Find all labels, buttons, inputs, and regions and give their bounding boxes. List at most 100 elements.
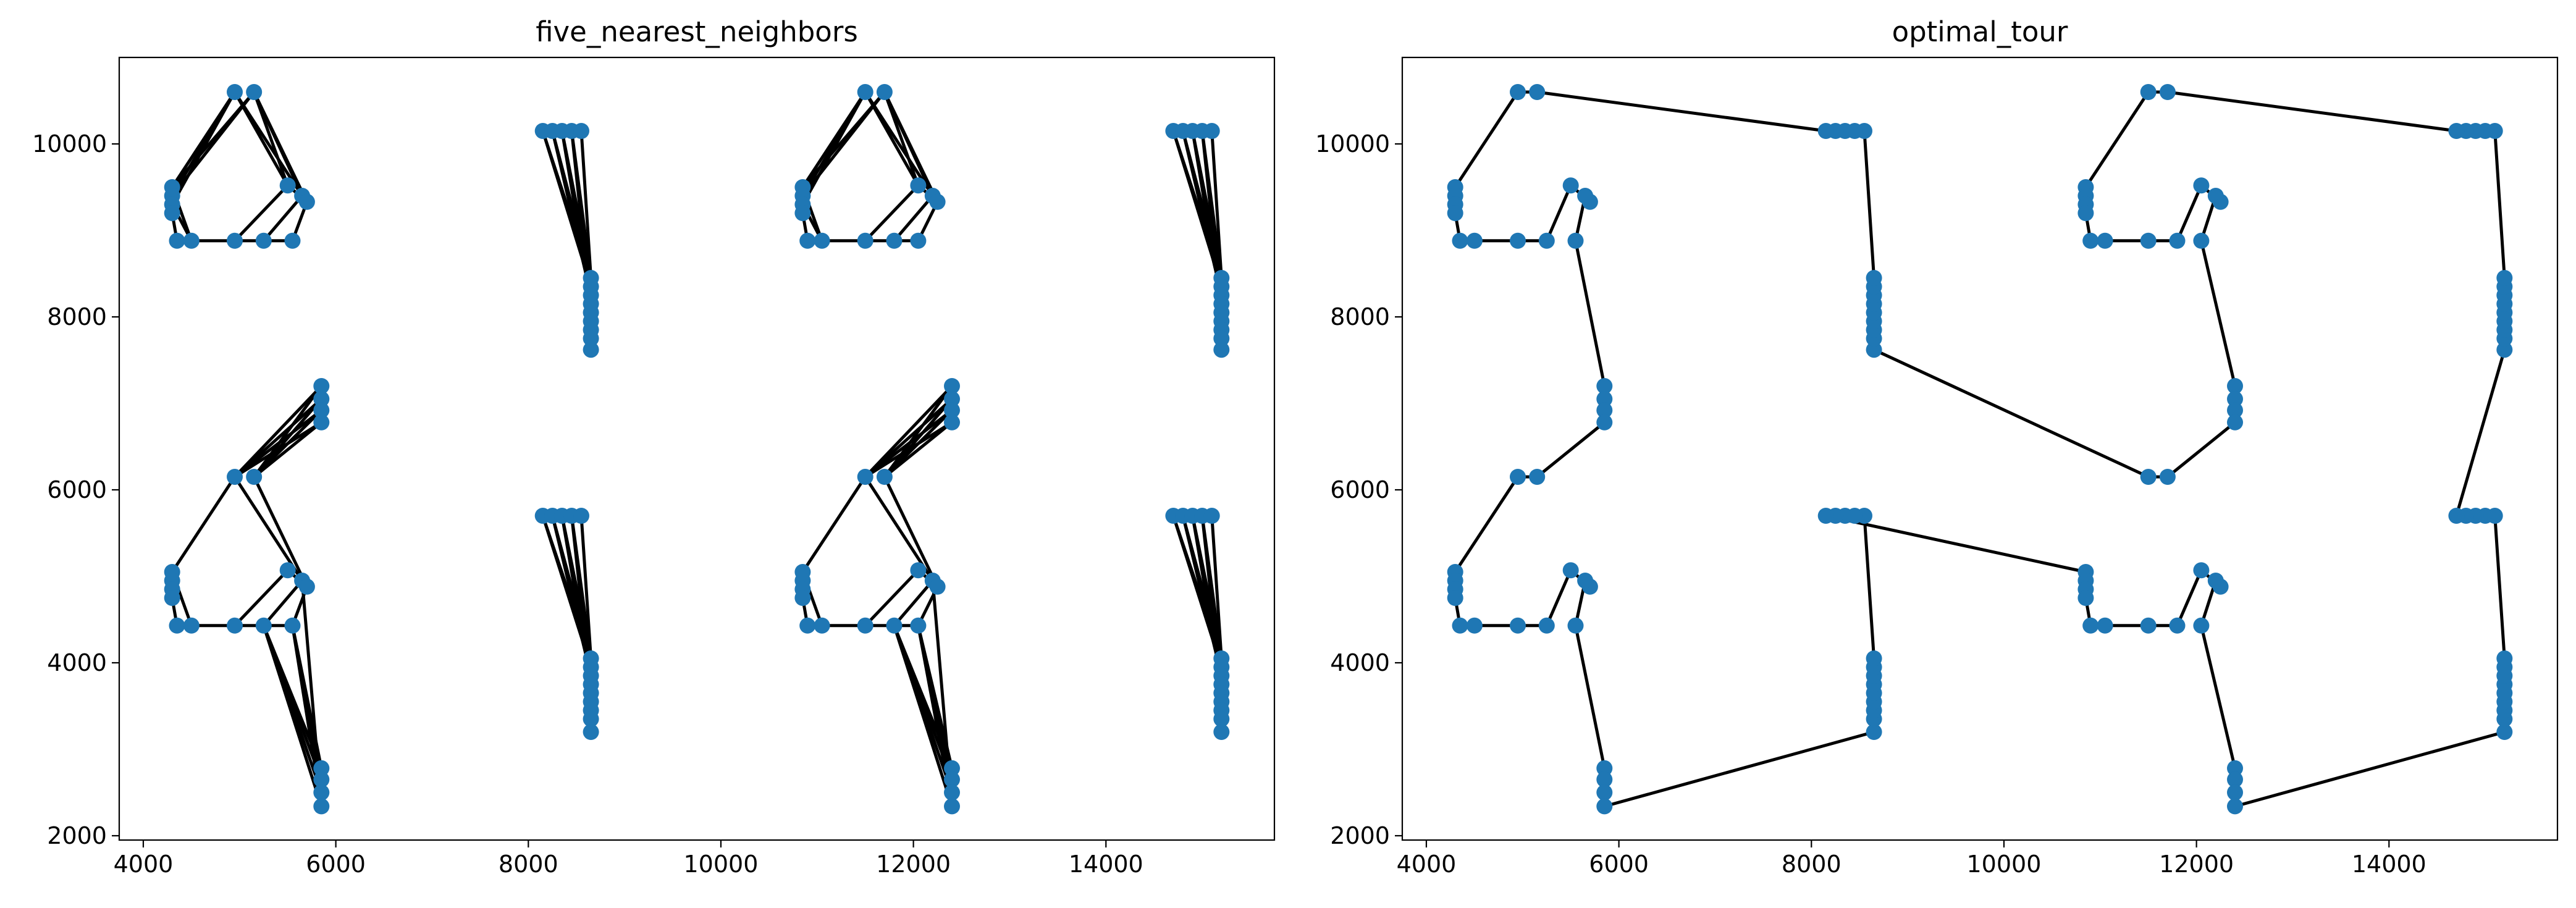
subplot-title: five_nearest_neighbors xyxy=(536,15,858,48)
city-point xyxy=(944,771,960,788)
neighbor-edge xyxy=(883,90,940,204)
neighbor-edge xyxy=(1210,129,1223,280)
city-point xyxy=(1596,378,1613,394)
city-point xyxy=(164,590,180,606)
city-point xyxy=(857,617,873,634)
city-point xyxy=(910,177,927,194)
city-point xyxy=(183,232,200,249)
city-point xyxy=(1817,508,1834,524)
neighbor-edge xyxy=(893,579,935,628)
city-point xyxy=(1567,232,1584,249)
city-point xyxy=(799,617,816,634)
city-point xyxy=(910,562,927,579)
city-point xyxy=(2082,617,2099,634)
x-tick-label: 10000 xyxy=(1967,851,2042,878)
city-point xyxy=(1577,188,1594,204)
x-tick-label: 14000 xyxy=(1069,851,1143,878)
city-point xyxy=(1596,771,1613,788)
city-point xyxy=(1213,330,1230,347)
city-point xyxy=(1452,232,1468,249)
city-point xyxy=(246,84,263,100)
neighbor-edge xyxy=(893,194,935,243)
city-point xyxy=(1866,342,1882,358)
y-tick-label: 4000 xyxy=(1330,649,1390,676)
neighbor-edge xyxy=(252,475,309,589)
city-point xyxy=(910,617,927,634)
city-point xyxy=(183,617,200,634)
city-point xyxy=(2227,402,2243,419)
city-point xyxy=(313,378,330,394)
city-point xyxy=(227,469,243,485)
city-point xyxy=(1538,617,1555,634)
y-tick-label: 10000 xyxy=(32,130,107,158)
city-point xyxy=(227,617,243,634)
city-point xyxy=(1510,84,1526,100)
city-point xyxy=(857,469,873,485)
city-point xyxy=(2496,342,2513,358)
city-point xyxy=(2082,232,2099,249)
city-point xyxy=(1529,469,1546,485)
city-point xyxy=(284,617,301,634)
city-point xyxy=(2448,508,2465,524)
city-point xyxy=(2140,617,2157,634)
city-point xyxy=(573,508,589,524)
city-point xyxy=(1510,232,1526,249)
city-point xyxy=(2159,469,2176,485)
city-point xyxy=(1510,617,1526,634)
city-point xyxy=(313,771,330,788)
city-point xyxy=(1213,342,1230,358)
city-point xyxy=(2140,84,2157,100)
neighbor-edge xyxy=(1210,514,1223,660)
city-point xyxy=(284,232,301,249)
x-tick-label: 12000 xyxy=(2159,851,2234,878)
neighbor-edge xyxy=(170,90,237,206)
city-point xyxy=(583,711,599,727)
neighbor-edge xyxy=(170,90,256,198)
city-point xyxy=(1510,469,1526,485)
city-point xyxy=(2097,617,2113,634)
neighbor-edge xyxy=(252,90,309,204)
city-point xyxy=(2227,391,2243,407)
neighbor-edge xyxy=(883,408,954,479)
x-tick-label: 12000 xyxy=(876,851,951,878)
x-tick-label: 6000 xyxy=(306,851,366,878)
y-tick-label: 8000 xyxy=(47,303,107,330)
city-point xyxy=(313,391,330,407)
neighbor-edge xyxy=(579,129,593,280)
city-point xyxy=(279,562,296,579)
city-point xyxy=(1466,617,1483,634)
neighbor-edge xyxy=(883,475,940,589)
neighbor-edge xyxy=(801,90,886,198)
neighbor-edge xyxy=(801,475,867,574)
x-tick-label: 8000 xyxy=(499,851,558,878)
city-point xyxy=(944,414,960,431)
city-point xyxy=(1866,270,1882,286)
city-point xyxy=(814,232,830,249)
city-point xyxy=(2097,232,2113,249)
city-point xyxy=(298,578,315,595)
city-point xyxy=(1213,724,1230,740)
y-tick-label: 4000 xyxy=(47,649,107,676)
city-point xyxy=(886,232,903,249)
x-axis: 4000 6000 8000 10000 12000 14000 xyxy=(114,840,1143,878)
y-tick-label: 6000 xyxy=(47,476,107,503)
city-point xyxy=(2227,760,2243,776)
city-point xyxy=(944,402,960,419)
city-point xyxy=(2227,798,2243,815)
city-point xyxy=(1866,724,1882,740)
x-tick-label: 6000 xyxy=(1589,851,1649,878)
y-tick-label: 10000 xyxy=(1315,130,1390,158)
city-point xyxy=(2207,188,2224,204)
city-point xyxy=(2496,650,2513,666)
x-tick-label: 14000 xyxy=(2352,851,2427,878)
neighbor-edge xyxy=(893,624,954,808)
y-axis: 2000 4000 6000 8000 10000 xyxy=(1315,130,1402,849)
city-point xyxy=(799,232,816,249)
city-point xyxy=(944,378,960,394)
city-points xyxy=(1447,84,2513,815)
city-point xyxy=(313,760,330,776)
city-point xyxy=(1596,391,1613,407)
city-point xyxy=(1447,590,1463,606)
city-points xyxy=(164,84,1230,815)
x-tick-label: 10000 xyxy=(684,851,759,878)
